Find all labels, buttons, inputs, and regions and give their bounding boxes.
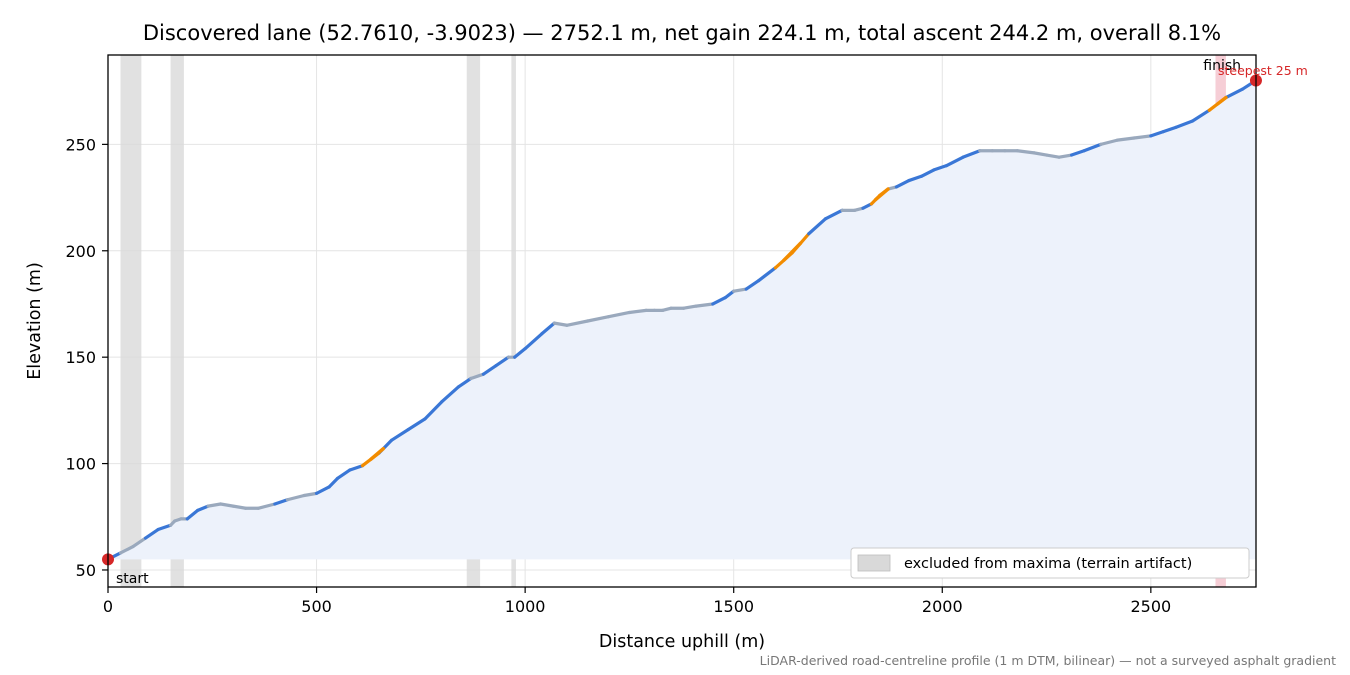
x-tick-label: 0 [103, 597, 113, 616]
profile-segment [757, 266, 778, 283]
x-tick-label: 1000 [505, 597, 546, 616]
profile-segment [1224, 87, 1245, 100]
profile-segment [256, 502, 277, 510]
profile-segment [552, 321, 569, 327]
profile-segment [1115, 136, 1136, 142]
plot-frame [107, 54, 1257, 588]
profile-segment [1057, 153, 1074, 159]
profile-lines [108, 78, 1256, 561]
excluded-band [511, 55, 516, 587]
profile-segment [694, 302, 715, 308]
profile-segment [1149, 130, 1165, 138]
profile-segment [961, 149, 982, 159]
profile-segment [565, 319, 590, 327]
profile-segment [118, 544, 135, 555]
profile-segment [606, 310, 632, 319]
profile-segment [907, 174, 924, 183]
legend-swatch [857, 554, 891, 572]
chart-title: Discovered lane (52.7610, -3.9023) — 275… [143, 21, 1221, 45]
footnote: LiDAR-derived road-centreline profile (1… [760, 653, 1336, 668]
profile-segment [440, 385, 460, 404]
profile-segment [586, 315, 611, 323]
profile-segment [513, 347, 527, 359]
excluded-band [120, 55, 142, 587]
steepest-label: steepest 25 m [1218, 63, 1308, 78]
profile-segment [469, 372, 486, 381]
start-label: start [116, 571, 149, 587]
y-tick-label: 200 [65, 242, 96, 261]
profile-segment [1190, 108, 1211, 123]
steep-grade-segment [873, 187, 890, 202]
profile-segment [1082, 142, 1103, 153]
profile-segment [206, 502, 223, 508]
profile-segment [944, 155, 965, 168]
profile-segment [348, 464, 365, 472]
profile-segment [894, 178, 911, 189]
profile-segment [314, 485, 331, 495]
x-tick-label: 500 [301, 597, 332, 616]
profile-segment [1044, 153, 1061, 159]
profile-segment [1161, 125, 1178, 134]
profile-segment [302, 491, 319, 498]
profile-segment [823, 208, 844, 221]
profile-segment [732, 287, 748, 293]
profile-segment [285, 493, 306, 502]
axis-ticks: 0 500 1000 1500 2000 2500 50 100 150 200 250 [65, 135, 1171, 616]
profile-segment [196, 504, 210, 512]
profile-segment [919, 168, 936, 178]
x-axis-label: Distance uphill (m) [599, 632, 765, 652]
profile-segment [143, 527, 160, 540]
profile-segment [540, 321, 556, 336]
profile-segment [807, 217, 828, 236]
profile-segment [682, 304, 698, 310]
profile-segment [219, 502, 235, 508]
profile-segment [1032, 151, 1049, 157]
profile-segment [932, 164, 949, 172]
y-tick-label: 250 [65, 135, 96, 154]
profile-segment [423, 400, 444, 421]
profile-segment [627, 308, 648, 315]
profile-segment [390, 427, 410, 442]
y-tick-label: 100 [65, 455, 96, 474]
profile-segment [185, 508, 200, 521]
y-tick-label: 150 [65, 348, 96, 367]
x-tick-label: 2000 [922, 597, 963, 616]
profile-segment [131, 536, 148, 549]
steep-grade-segment [782, 241, 803, 263]
profile-segment [327, 476, 340, 489]
profile-segment [481, 364, 498, 376]
excluded-band [170, 55, 184, 587]
profile-segment [1069, 149, 1086, 157]
legend-box [850, 547, 1250, 579]
profile-segment [156, 523, 173, 532]
legend: excluded from maxima (terrain artifact) [850, 547, 1250, 579]
profile-segment [335, 468, 352, 481]
profile-segment [1132, 134, 1153, 140]
steep-grade-segment [1215, 95, 1228, 106]
profile-segment [711, 295, 727, 306]
profile-segment [1015, 149, 1036, 155]
profile-segment [1174, 119, 1195, 129]
profile-segment [494, 355, 511, 368]
profile-segment [744, 278, 761, 291]
finish-label: finish [1203, 58, 1241, 74]
y-tick-label: 50 [76, 561, 96, 580]
steep-grade-segment [369, 446, 386, 462]
x-tick-label: 1500 [713, 597, 754, 616]
profile-segment [406, 417, 427, 432]
profile-segment [456, 376, 473, 389]
profile-segment [1099, 138, 1120, 146]
profile-segment [523, 332, 544, 351]
x-tick-label: 2500 [1130, 597, 1171, 616]
profile-segment [273, 498, 289, 506]
profile-segment [723, 289, 736, 300]
profile-segment [231, 504, 248, 510]
legend-label: excluded from maxima (terrain artifact) [904, 556, 1192, 572]
y-axis-label: Elevation (m) [25, 262, 45, 380]
